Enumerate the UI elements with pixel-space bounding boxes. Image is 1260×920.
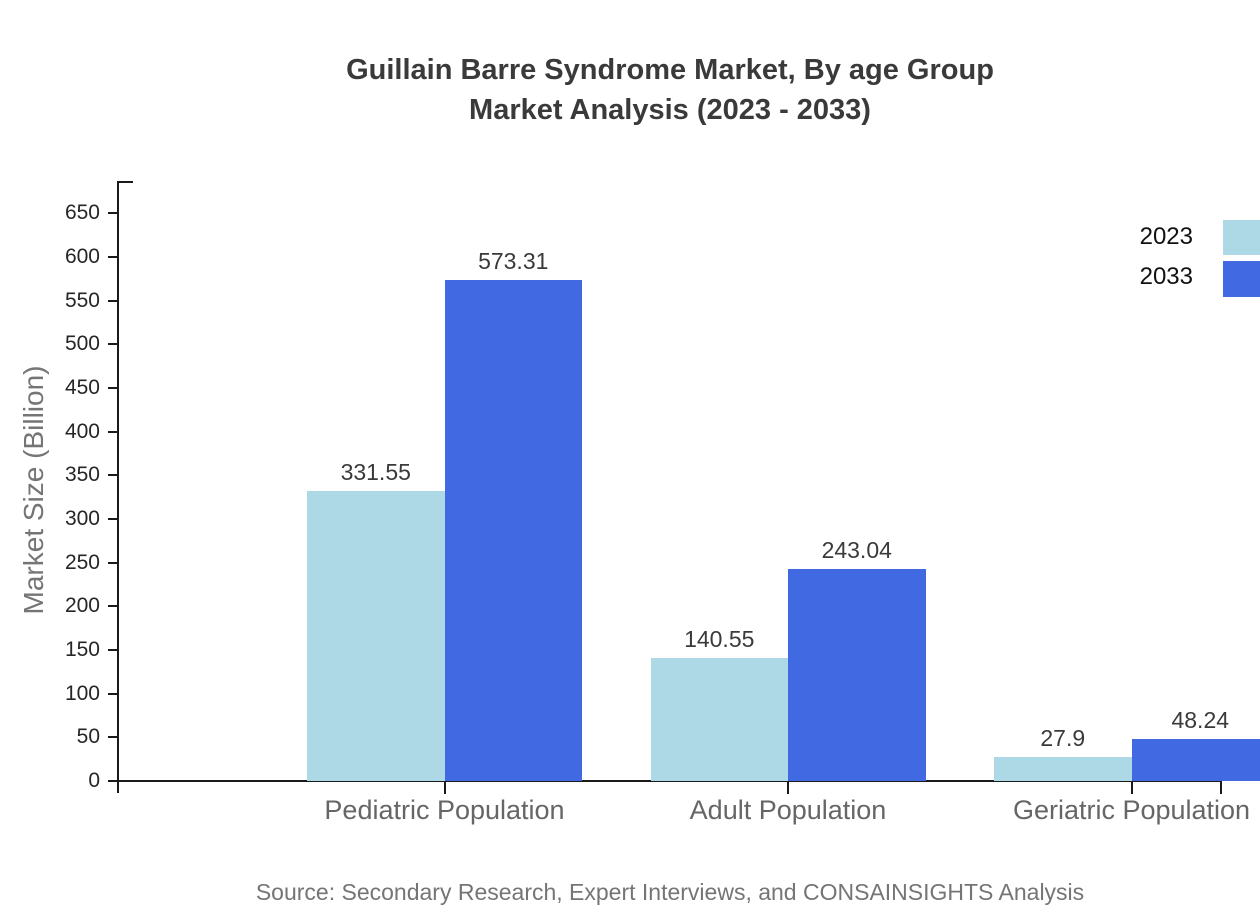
y-tick-mark	[108, 648, 118, 651]
category-label-geriatric-population: Geriatric Population	[1012, 795, 1251, 825]
legend-swatch-2033[interactable]	[1223, 261, 1260, 297]
y-tick-label: 600	[64, 244, 100, 268]
y-tick-label: 450	[64, 375, 100, 399]
y-tick-mark	[108, 561, 118, 564]
category-label-adult-population: Adult Population	[689, 795, 887, 825]
x-axis-line	[108, 780, 1222, 782]
y-tick-mark	[108, 430, 118, 433]
source-attribution: Source: Secondary Research, Expert Inter…	[255, 879, 1085, 905]
bar-value-label: 573.31	[478, 248, 549, 275]
x-tick-mark	[1130, 781, 1133, 794]
y-tick-label: 50	[76, 725, 100, 749]
legend-swatch-2023[interactable]	[1223, 220, 1260, 255]
y-tick-mark	[108, 343, 118, 346]
y-axis-line	[117, 181, 119, 793]
y-tick-mark	[108, 517, 118, 520]
y-tick-label: 400	[64, 419, 100, 443]
category-label-pediatric-population: Pediatric Population	[324, 795, 565, 825]
bar-value-label: 140.55	[684, 626, 755, 653]
y-tick-label: 150	[64, 637, 100, 661]
y-tick-label: 550	[64, 288, 100, 312]
x-tick-mark	[787, 781, 789, 794]
bar-2033-geriatric-population[interactable]	[1131, 738, 1260, 781]
y-tick-label: 350	[64, 463, 100, 487]
bar-2023-geriatric-population[interactable]	[994, 756, 1132, 781]
bar-2023-adult-population[interactable]	[650, 658, 788, 781]
bar-value-label: 331.55	[340, 459, 411, 486]
y-tick-label: 100	[64, 681, 100, 705]
chart-title-line-1: Guillain Barre Syndrome Market, By age G…	[346, 54, 994, 86]
y-tick-mark	[108, 386, 118, 389]
bar-2033-pediatric-population[interactable]	[444, 280, 582, 781]
y-tick-label: 500	[64, 332, 100, 356]
y-tick-label: 0	[88, 769, 100, 792]
y-tick-label: 200	[64, 594, 100, 618]
y-tick-mark	[108, 780, 118, 782]
y-tick-mark	[108, 692, 118, 695]
x-axis-end-cap	[1220, 780, 1222, 794]
y-tick-mark	[108, 474, 118, 477]
y-axis-label: Market Size (Billion)	[18, 365, 49, 615]
legend-label-2023[interactable]: 2023	[1139, 223, 1193, 250]
bar-value-label: 243.04	[821, 536, 892, 563]
bar-2033-adult-population[interactable]	[788, 568, 926, 781]
y-tick-mark	[108, 299, 118, 302]
y-tick-mark	[108, 212, 118, 215]
y-tick-label: 250	[64, 550, 100, 574]
plot-area: 0 50 100 150 200 250 300 350 400 450 500 550 600 650 P…	[65, 181, 1260, 825]
y-tick-label: 300	[64, 506, 100, 530]
legend-label-2033[interactable]: 2033	[1139, 263, 1193, 290]
x-tick-mark	[443, 781, 446, 794]
y-tick-mark	[108, 255, 118, 258]
y-tick-label: 650	[64, 201, 100, 225]
y-tick-mark	[108, 605, 118, 608]
bar-value-label: 48.24	[1171, 706, 1230, 733]
bar-2023-pediatric-population[interactable]	[307, 491, 445, 781]
y-tick-mark	[108, 736, 118, 739]
y-axis-end-cap	[118, 181, 133, 183]
chart-title-line-2: Market Analysis (2023 - 2033)	[469, 94, 871, 126]
bar-value-label: 27.9	[1040, 724, 1086, 751]
